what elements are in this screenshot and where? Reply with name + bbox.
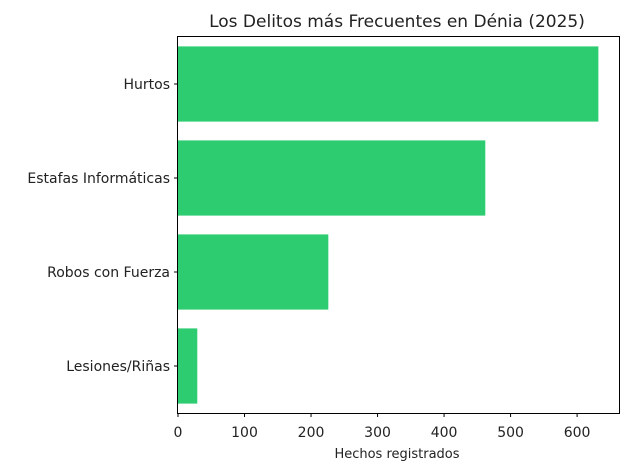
y-tick-label: Estafas Informáticas bbox=[27, 171, 170, 187]
x-axis-label: Hechos registrados bbox=[334, 447, 459, 462]
x-axis: 0 100 200 300 400 500 600 bbox=[174, 413, 591, 441]
bar-3 bbox=[178, 328, 198, 404]
chart-title: Los Delitos más Frecuentes en Dénia (202… bbox=[209, 12, 585, 32]
x-tick-label: 200 bbox=[298, 425, 325, 441]
x-tick-label: 0 bbox=[174, 425, 183, 441]
bar-0 bbox=[178, 46, 599, 122]
plot-area-frame bbox=[177, 36, 620, 414]
x-tick-label: 300 bbox=[364, 425, 391, 441]
x-tick-label: 600 bbox=[564, 425, 591, 441]
bar-2 bbox=[178, 234, 329, 310]
y-tick-label: Robos con Fuerza bbox=[47, 265, 170, 281]
y-tick-label: Hurtos bbox=[123, 77, 170, 93]
x-tick-label: 100 bbox=[231, 425, 258, 441]
bars-group bbox=[178, 46, 599, 404]
bar-1 bbox=[178, 140, 486, 216]
y-axis: Hurtos Estafas Informáticas Robos con Fuer… bbox=[27, 77, 178, 375]
x-tick-label: 400 bbox=[431, 425, 458, 441]
y-tick-label: Lesiones/Riñas bbox=[66, 359, 170, 375]
x-tick-label: 500 bbox=[497, 425, 524, 441]
